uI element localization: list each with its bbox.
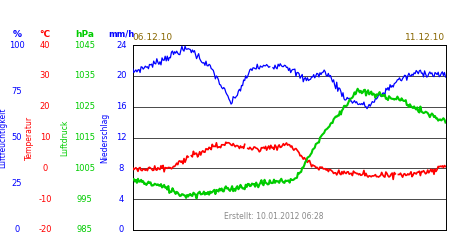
Text: %: % [13,30,22,39]
Text: 0: 0 [42,164,48,173]
Text: Temperatur: Temperatur [25,116,34,160]
Text: 4: 4 [119,195,124,204]
Text: 75: 75 [12,87,22,96]
Text: Luftfeuchtigkeit: Luftfeuchtigkeit [0,107,7,168]
Text: 1045: 1045 [74,40,95,50]
Text: 1035: 1035 [74,71,95,80]
Text: mm/h: mm/h [108,30,135,39]
Text: 10: 10 [40,133,50,142]
Text: 0: 0 [14,226,20,234]
Text: 995: 995 [76,195,93,204]
Text: 20: 20 [40,102,50,111]
Text: Niederschlag: Niederschlag [100,112,109,162]
Text: 0: 0 [119,226,124,234]
Text: 1005: 1005 [74,164,95,173]
Text: 16: 16 [116,102,127,111]
Text: °C: °C [40,30,50,39]
Text: 11.12.10: 11.12.10 [405,33,446,42]
Text: 100: 100 [9,40,25,50]
Text: 06.12.10: 06.12.10 [133,33,173,42]
Text: 30: 30 [40,71,50,80]
Text: -10: -10 [38,195,52,204]
Text: 12: 12 [116,133,127,142]
Text: Luftdruck: Luftdruck [61,119,70,156]
Text: Erstellt: 10.01.2012 06:28: Erstellt: 10.01.2012 06:28 [224,212,323,221]
Text: 1025: 1025 [74,102,95,111]
Text: hPa: hPa [75,30,94,39]
Text: 24: 24 [116,40,127,50]
Text: 40: 40 [40,40,50,50]
Text: 985: 985 [76,226,93,234]
Text: 1015: 1015 [74,133,95,142]
Text: 8: 8 [119,164,124,173]
Text: 20: 20 [116,71,127,80]
Text: -20: -20 [38,226,52,234]
Text: 50: 50 [12,133,22,142]
Text: 25: 25 [12,179,22,188]
